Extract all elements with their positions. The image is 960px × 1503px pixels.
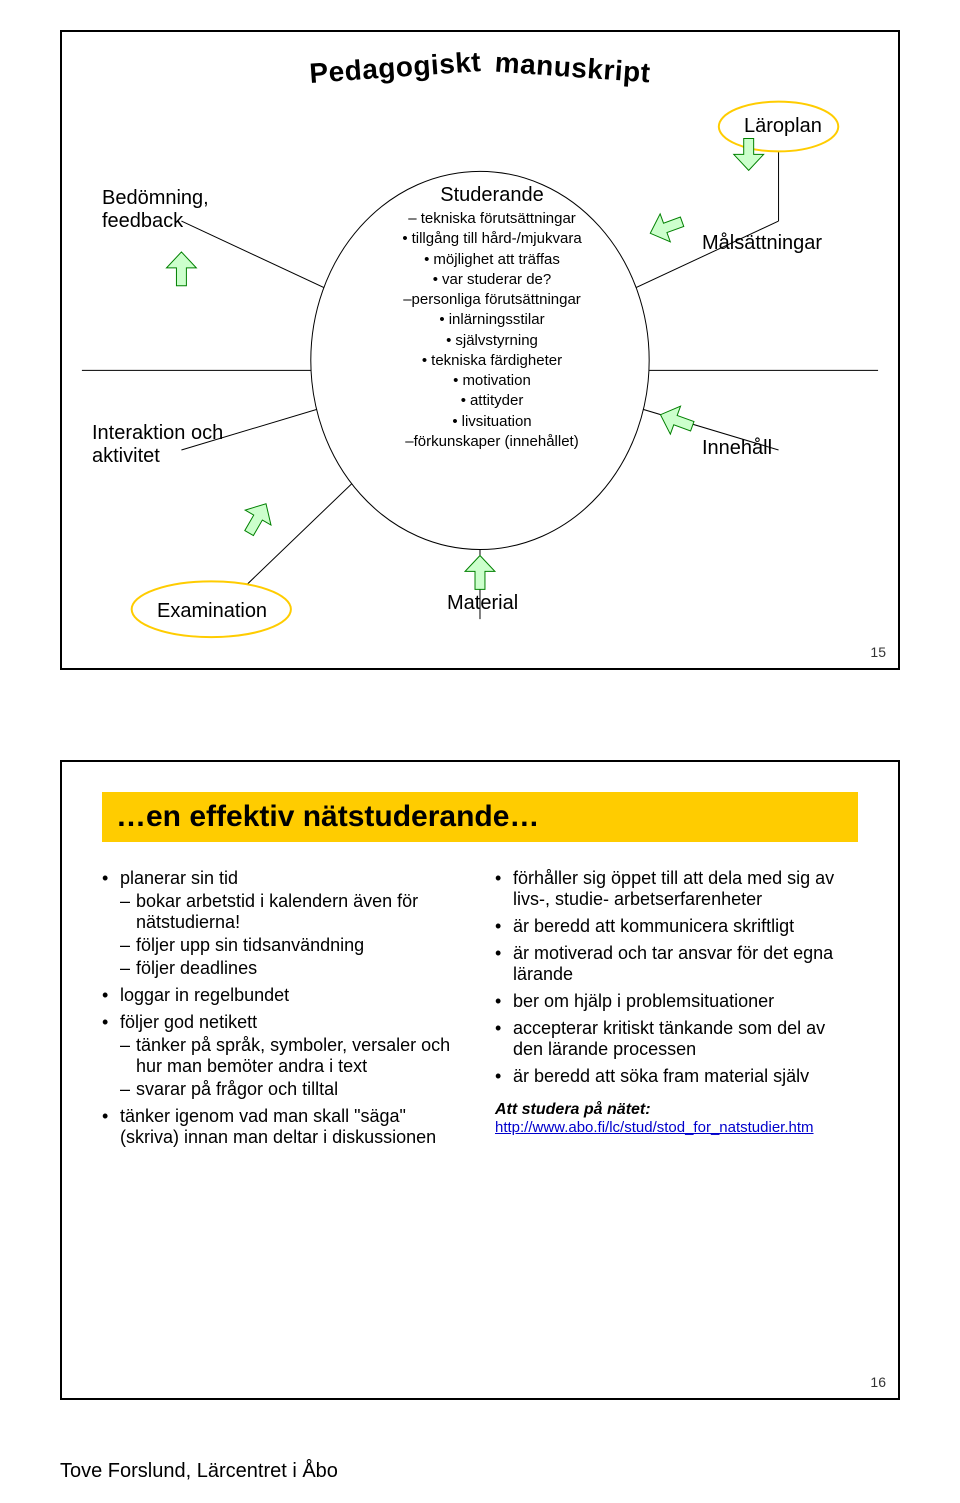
list-item: accepterar kritiskt tänkande som del av … bbox=[495, 1018, 858, 1060]
slide1-page-number: 15 bbox=[870, 644, 886, 660]
page: Pedagogiskt manuskript bbox=[0, 0, 960, 1503]
list-item: tänker på språk, symboler, versaler och … bbox=[102, 1035, 465, 1077]
cb1-2: var studerar de? bbox=[362, 270, 622, 290]
label-interaktion: Interaktion och aktivitet bbox=[92, 422, 223, 468]
footer-text: Tove Forslund, Lärcentret i Åbo bbox=[60, 1460, 338, 1483]
slide2-columns: planerar sin tidbokar arbetstid i kalend… bbox=[102, 862, 858, 1348]
list-item: följer deadlines bbox=[102, 958, 465, 979]
label-laroplan: Läroplan bbox=[744, 115, 822, 138]
slide2-page-number: 16 bbox=[870, 1374, 886, 1390]
list-item: bokar arbetstid i kalendern även för nät… bbox=[102, 891, 465, 933]
label-innehall: Innehåll bbox=[702, 437, 772, 460]
cb2-2: tekniska färdigheter bbox=[362, 351, 622, 371]
label-material: Material bbox=[447, 592, 518, 615]
slide-1: Pedagogiskt manuskript bbox=[60, 30, 900, 670]
list-item: följer god netikett bbox=[102, 1012, 465, 1033]
list-item: följer upp sin tidsanvändning bbox=[102, 935, 465, 956]
list-item: ber om hjälp i problemsituationer bbox=[495, 991, 858, 1012]
list-item: svarar på frågor och tilltal bbox=[102, 1079, 465, 1100]
left-list: planerar sin tidbokar arbetstid i kalend… bbox=[102, 868, 465, 1148]
link-box: Att studera på nätet: http://www.abo.fi/… bbox=[495, 1101, 858, 1137]
label-examination: Examination bbox=[157, 600, 267, 623]
center-dash-3: –förkunskaper (innehållet) bbox=[362, 432, 622, 452]
cb2-4: attityder bbox=[362, 391, 622, 411]
list-item: loggar in regelbundet bbox=[102, 985, 465, 1006]
center-dash-2: –personliga förutsättningar bbox=[362, 290, 622, 310]
link-label: Att studera på nätet: bbox=[495, 1101, 651, 1118]
list-item: förhåller sig öppet till att dela med si… bbox=[495, 868, 858, 910]
list-item: tänker igenom vad man skall "säga" (skri… bbox=[102, 1106, 465, 1148]
right-list: förhåller sig öppet till att dela med si… bbox=[495, 868, 858, 1087]
list-item: är motiverad och tar ansvar för det egna… bbox=[495, 943, 858, 985]
list-item: är beredd att söka fram material själv bbox=[495, 1066, 858, 1087]
slide-2: …en effektiv nätstuderande… planerar sin… bbox=[60, 760, 900, 1400]
slide2-title: …en effektiv nätstuderande… bbox=[102, 792, 858, 842]
list-item: är beredd att kommunicera skriftligt bbox=[495, 916, 858, 937]
cb2-3: motivation bbox=[362, 371, 622, 391]
left-column: planerar sin tidbokar arbetstid i kalend… bbox=[102, 862, 465, 1348]
label-malsattningar: Målsättningar bbox=[702, 232, 822, 255]
center-block: Studerande – tekniska förutsättningar ti… bbox=[362, 182, 622, 452]
center-heading: Studerande bbox=[362, 182, 622, 209]
cb2-1: självstyrning bbox=[362, 331, 622, 351]
list-item: planerar sin tid bbox=[102, 868, 465, 889]
cb2-0: inlärningsstilar bbox=[362, 310, 622, 330]
center-dash-1: – tekniska förutsättningar bbox=[362, 209, 622, 229]
study-link[interactable]: http://www.abo.fi/lc/stud/stod_for_natst… bbox=[495, 1119, 814, 1136]
cb1-0: tillgång till hård-/mjukvara bbox=[362, 229, 622, 249]
cb2-5: livsituation bbox=[362, 412, 622, 432]
right-column: förhåller sig öppet till att dela med si… bbox=[495, 862, 858, 1348]
label-bedomning: Bedömning, feedback bbox=[102, 187, 209, 233]
cb1-1: möjlighet att träffas bbox=[362, 250, 622, 270]
